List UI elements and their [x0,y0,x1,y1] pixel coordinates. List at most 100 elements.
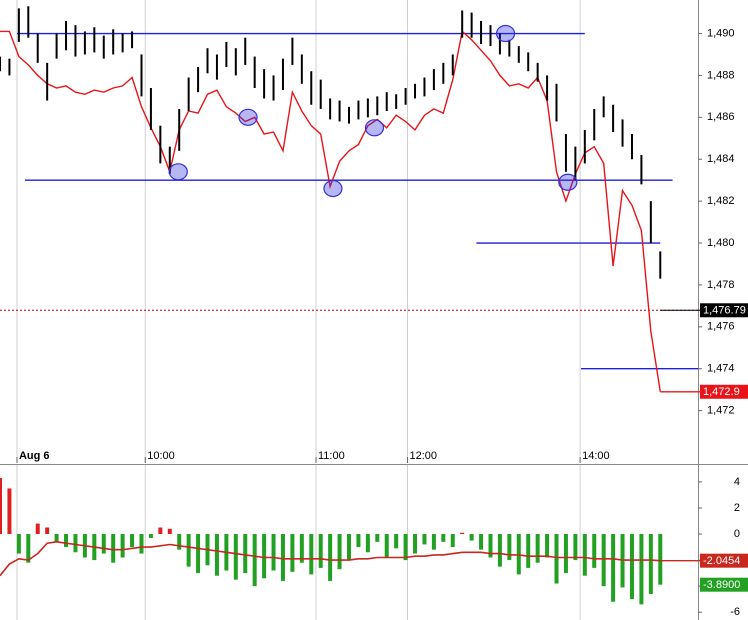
histogram-bar [526,534,531,568]
marker-circle [238,108,258,126]
y-tick-label: 1,478 [707,279,735,291]
y-tick-label: 4 [734,476,740,488]
histogram-bar [101,534,106,554]
histogram-bar [488,534,493,558]
y-tick-label: 1,472 [707,405,735,417]
histogram-bar [111,534,116,563]
histogram-last-label: -3.8900 [703,579,740,591]
histogram-bar [26,534,31,563]
histogram-bar [186,534,191,567]
histogram-bar [356,534,361,548]
price-line [0,30,661,392]
histogram-bar [64,534,69,548]
y-tick-label: 1,484 [707,153,735,165]
ref-price-label-box [700,303,748,318]
histogram-bar [130,534,135,548]
histogram-bar [592,534,597,568]
histogram-bar [450,534,455,548]
histogram-bar [469,534,474,541]
marker-circle [168,163,188,181]
histogram-bar [148,534,153,538]
histogram-bar [214,534,219,576]
histogram-bar [309,534,314,575]
marker-circle [323,179,343,198]
marker-circle [364,119,385,137]
histogram-bar [460,532,465,535]
histogram-last-label-box [700,577,748,592]
histogram-bar [158,527,163,535]
histogram-bar [658,534,663,585]
histogram-bar [545,534,550,558]
y-tick-label: 1,480 [707,237,735,249]
histogram-bar [0,478,2,535]
histogram-bar [280,534,285,581]
y-tick-label: 1,488 [707,69,735,81]
histogram-bar [479,534,484,550]
x-tick-label: Aug 6 [19,450,50,462]
histogram-bar [573,534,578,561]
histogram-bar [120,534,125,558]
histogram-bar [347,534,351,561]
y-tick-label: 2 [734,502,740,514]
histogram-bar [16,534,21,554]
histogram-bar [252,534,257,587]
y-tick-label: 1,490 [707,27,735,39]
histogram-bar [243,534,248,574]
marker-circle [558,173,578,191]
histogram-bar [563,534,568,574]
histogram-bar [648,534,653,594]
histogram-bar [431,534,436,550]
histogram-bar [7,488,12,535]
histogram-bar [611,534,616,602]
histogram-bar [337,534,342,570]
y-tick-label: -6 [730,606,740,618]
histogram-bar [233,534,238,580]
histogram-bar [639,534,644,605]
y-tick-label: 1,482 [707,195,735,207]
histogram-bar [35,523,40,535]
signal-last-label: -2.0454 [703,555,740,567]
histogram-bar [299,534,304,563]
histogram-bar [167,528,172,535]
histogram-bar [497,534,502,567]
histogram-bar [139,534,144,554]
histogram-bar [582,534,587,576]
histogram-bar [54,534,59,542]
histogram-bar [535,534,540,563]
x-tick-label: 12:00 [409,450,437,462]
histogram-bar [262,534,267,579]
ref-price-label: 1,476.79 [703,305,746,317]
y-tick-label: 1,476 [707,321,735,333]
histogram-bar [554,534,559,584]
signal-line [0,540,661,577]
histogram-bar [328,534,333,581]
x-tick-label: 14:00 [582,450,610,462]
signal-last-label-box [700,553,748,568]
histogram-bar [441,534,446,542]
histogram-bar [384,534,389,558]
marker-circle [495,24,516,43]
y-tick-label: 1,486 [707,111,735,123]
histogram-bar [196,534,201,574]
histogram-bar [318,534,323,568]
histogram-bar [394,534,399,549]
histogram-bar [290,534,295,572]
x-tick-label: 10:00 [147,450,175,462]
y-tick-label: 1,474 [707,363,735,375]
histogram-bar [629,534,634,600]
histogram-bar [177,534,182,550]
x-tick-label: 11:00 [318,450,345,462]
histogram-bar [422,534,427,545]
histogram-bar [403,534,408,561]
y-tick-label: 0 [734,528,740,540]
histogram-bar [375,534,380,542]
histogram-bar [507,534,512,561]
histogram-bar [73,534,78,553]
histogram-bar [271,534,276,571]
histogram-bar [413,534,418,554]
line-last-label-box [700,384,748,399]
line-last-label: 1,472.9 [703,386,740,398]
histogram-bar [45,527,50,535]
histogram-bar [365,534,370,553]
